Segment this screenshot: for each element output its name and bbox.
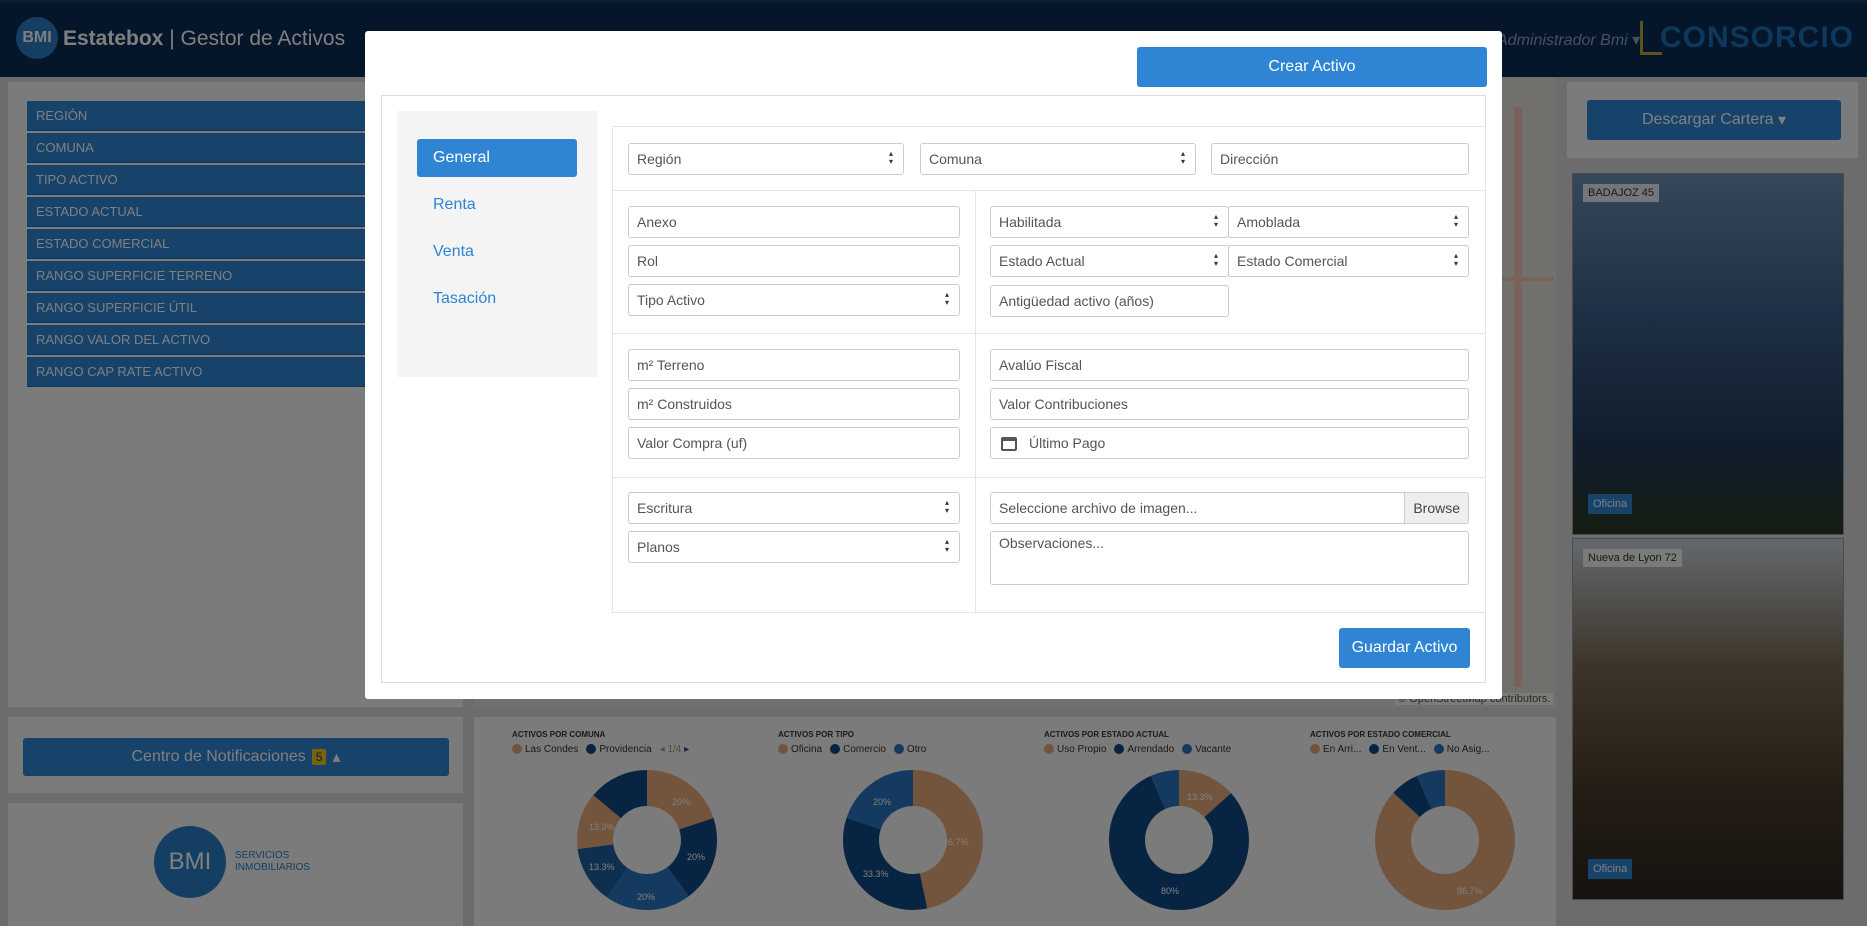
m2-terreno-input[interactable]: m² Terreno [628, 349, 960, 381]
modal-tabs: General Renta Venta Tasación [397, 111, 597, 377]
rol-input[interactable]: Rol [628, 245, 960, 277]
asset-form: Región Comuna Dirección Anexo Rol Tipo A… [612, 126, 1486, 613]
tab-renta[interactable]: Renta [433, 196, 476, 213]
region-select[interactable]: Región [628, 143, 904, 175]
m2-construidos-input[interactable]: m² Construidos [628, 388, 960, 420]
create-asset-header-button[interactable]: Crear Activo [1137, 47, 1487, 87]
column-divider [975, 191, 976, 613]
section-divider [613, 333, 1485, 334]
tipo-activo-select[interactable]: Tipo Activo [628, 284, 960, 316]
image-file-input[interactable]: Seleccione archivo de imagen... Browse [990, 492, 1469, 524]
planos-select[interactable]: Planos [628, 531, 960, 563]
save-asset-button[interactable]: Guardar Activo [1339, 628, 1470, 668]
direccion-input[interactable]: Dirección [1211, 143, 1469, 175]
ultimo-pago-datepicker[interactable]: Último Pago [990, 427, 1469, 459]
valor-contribuciones-input[interactable]: Valor Contribuciones [990, 388, 1469, 420]
create-asset-modal: Crear Activo General Renta Venta Tasació… [365, 31, 1502, 699]
estado-actual-select[interactable]: Estado Actual [990, 245, 1229, 277]
modal-body: General Renta Venta Tasación Región Comu… [381, 95, 1486, 683]
amoblada-select[interactable]: Amoblada [1228, 206, 1469, 238]
estado-comercial-select[interactable]: Estado Comercial [1228, 245, 1469, 277]
observaciones-textarea[interactable]: Observaciones... [990, 531, 1469, 585]
tab-general[interactable]: General [417, 139, 577, 177]
location-row [613, 127, 1485, 191]
tab-venta[interactable]: Venta [433, 243, 474, 260]
browse-button[interactable]: Browse [1404, 493, 1468, 523]
escritura-select[interactable]: Escritura [628, 492, 960, 524]
section-divider [613, 477, 1485, 478]
anexo-input[interactable]: Anexo [628, 206, 960, 238]
comuna-select[interactable]: Comuna [920, 143, 1196, 175]
antiguedad-input[interactable]: Antigüedad activo (años) [990, 285, 1229, 317]
calendar-icon [1001, 437, 1017, 452]
valor-compra-input[interactable]: Valor Compra (uf) [628, 427, 960, 459]
tab-tasacion[interactable]: Tasación [433, 290, 497, 307]
habilitada-select[interactable]: Habilitada [990, 206, 1229, 238]
avaluo-fiscal-input[interactable]: Avalúo Fiscal [990, 349, 1469, 381]
